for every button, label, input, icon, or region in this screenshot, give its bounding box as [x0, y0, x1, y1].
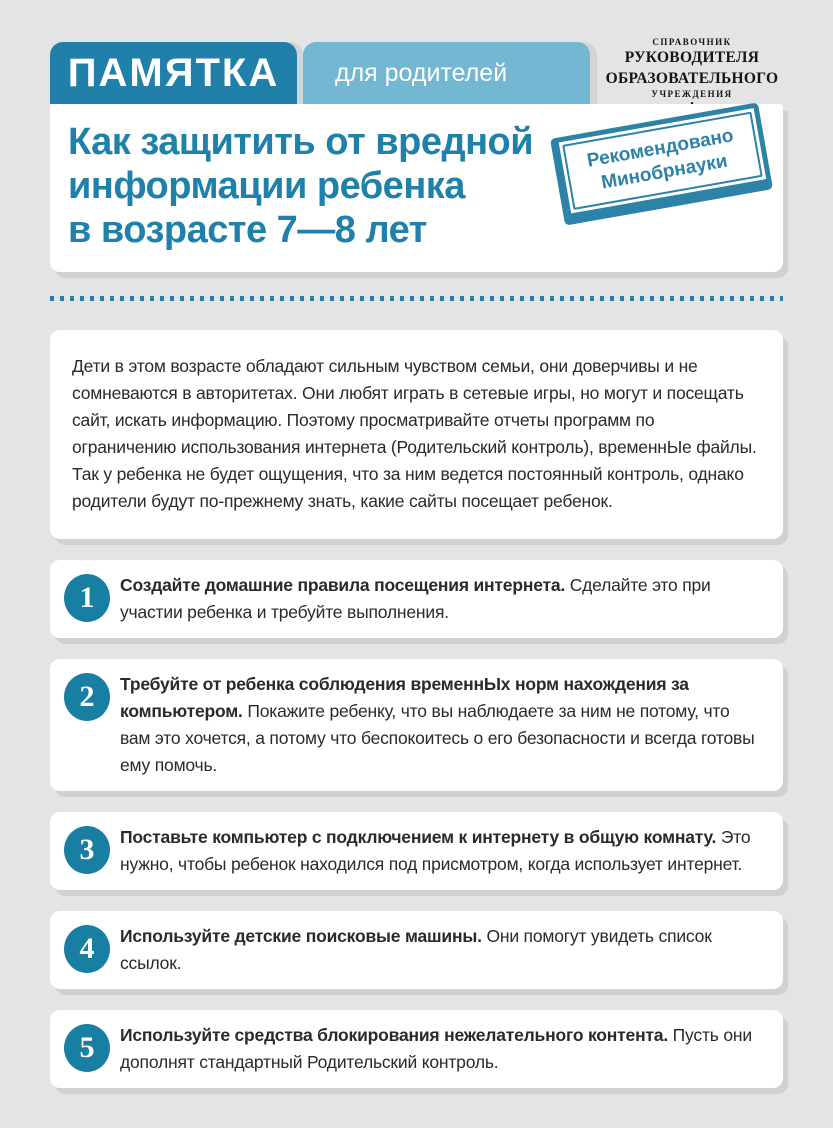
tip-body: Покажите ребенку, что вы наблюдаете за н… [120, 701, 755, 775]
tip-lead: Поставьте компьютер с подключением к инт… [120, 827, 717, 847]
tip-number-badge: 5 [64, 1024, 110, 1072]
tip-number-badge: 1 [64, 574, 110, 622]
tip-number: 2 [79, 680, 95, 713]
pamyatka-badge: ПАМЯТКА [50, 42, 297, 104]
header: ПАМЯТКА для родителей СПРАВОЧНИК РУКОВОД… [50, 37, 783, 110]
tip-card: 5 Используйте средства блокирования неже… [50, 1010, 783, 1088]
tip-body: Сделайте это при участии ребенка и требу… [120, 575, 711, 622]
audience-label: для родителей [303, 42, 590, 104]
page-title-line: Как защитить от вредной [68, 121, 534, 163]
tip-number: 3 [79, 833, 95, 866]
tip-body: Они помогут увидеть список ссылок. [120, 926, 712, 973]
page-title-line: информации ребенка [68, 165, 465, 207]
logo-line-big: РУКОВОДИТЕЛЯ [624, 49, 760, 67]
tip-lead: Создайте домашние правила посещения инте… [120, 575, 566, 595]
tip-number: 5 [79, 1031, 95, 1064]
tip-lead: Требуйте от ребенка соблюдения временнЫх… [120, 674, 689, 721]
tip-number: 4 [79, 932, 95, 965]
intro-card: Дети в этом возрасте обладают сильным чу… [50, 330, 783, 539]
tip-number-badge: 4 [64, 925, 110, 973]
tip-text: Используйте детские поисковые машины. Он… [120, 922, 759, 977]
tip-text: Требуйте от ребенка соблюдения временнЫх… [120, 670, 759, 779]
tip-card: 2 Требуйте от ребенка соблюдения временн… [50, 659, 783, 791]
title-card: Как защитить от вредной информации ребен… [50, 102, 783, 272]
tip-card: 4 Используйте детские поисковые машины. … [50, 911, 783, 989]
logo-line-small: УЧРЕЖДЕНИЯ [651, 88, 733, 99]
page-title-line: в возрасте 7—8 лет [68, 209, 427, 251]
tip-text: Используйте средства блокирования нежела… [120, 1021, 759, 1076]
tip-card: 3 Поставьте компьютер с подключением к и… [50, 812, 783, 890]
intro-text: Дети в этом возрасте обладают сильным чу… [72, 356, 757, 511]
logo-line-big: ОБРАЗОВАТЕЛЬНОГО [605, 69, 779, 87]
approval-stamp: Рекомендовано Минобрнауки [549, 102, 774, 226]
tip-number-badge: 2 [64, 673, 110, 721]
logo-line-small: СПРАВОЧНИК [652, 36, 732, 47]
tip-lead: Используйте средства блокирования нежела… [120, 1025, 668, 1045]
tip-text: Поставьте компьютер с подключением к инт… [120, 823, 759, 878]
tip-lead: Используйте детские поисковые машины. [120, 926, 482, 946]
tip-body: Это нужно, чтобы ребенок находился под п… [120, 827, 751, 874]
publisher-logo: СПРАВОЧНИК РУКОВОДИТЕЛЯ ОБРАЗОВАТЕЛЬНОГО… [601, 37, 783, 110]
tip-text: Создайте домашние правила посещения инте… [120, 571, 759, 626]
approval-stamp-text: Рекомендовано Минобрнауки [562, 111, 763, 210]
tip-number-badge: 3 [64, 826, 110, 874]
tip-number: 1 [79, 581, 95, 614]
dotted-separator [50, 296, 783, 301]
tip-card: 1 Создайте домашние правила посещения ин… [50, 560, 783, 638]
